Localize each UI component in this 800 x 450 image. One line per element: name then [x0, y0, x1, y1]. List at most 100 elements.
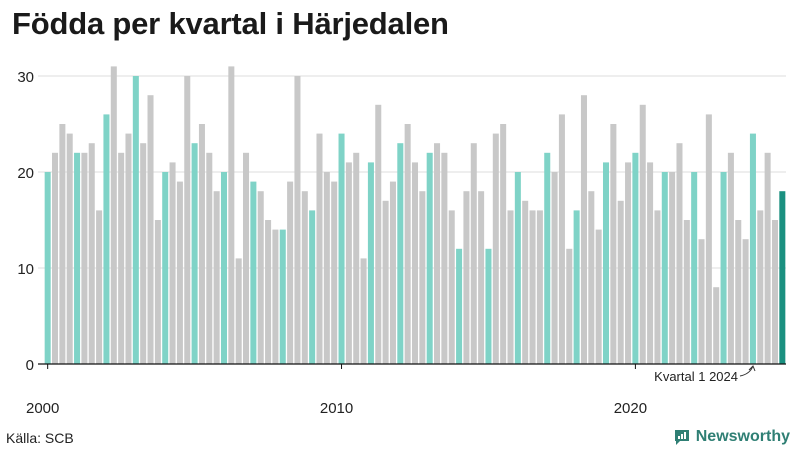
bar-2011-q2 [375, 104, 382, 365]
bar-2000-q3 [59, 124, 66, 364]
bar-2009-q3 [323, 172, 330, 364]
bar-2015-q1 [485, 248, 492, 364]
bar-2008-q1 [279, 229, 286, 364]
bar-2019-q2 [610, 124, 617, 364]
source-note: Källa: SCB [6, 430, 74, 446]
bar-2006-q3 [235, 258, 242, 364]
bar-2012-q2 [404, 124, 411, 364]
bar-2001-q3 [88, 143, 95, 364]
brand: Newsworthy [673, 428, 790, 446]
bar-2008-q2 [287, 181, 294, 364]
y-tick-label-0: 0 [26, 357, 34, 374]
bar-2007-q1 [250, 181, 257, 364]
bar-2001-q4 [96, 210, 103, 364]
bar-2014-q4 [478, 191, 485, 364]
bar-2023-q1 [720, 172, 727, 364]
bar-2016-q4 [536, 210, 543, 364]
bar-2013-q4 [448, 210, 455, 364]
bar-2002-q3 [118, 152, 125, 364]
bar-2017-q3 [558, 114, 565, 365]
y-tick-label-10: 10 [17, 261, 34, 278]
y-axis-ticks: 0 10 20 30 [17, 69, 34, 374]
bar-2002-q1 [103, 114, 110, 365]
bar-2025-q1 [779, 191, 786, 364]
bar-2024-q3 [764, 152, 771, 364]
bar-2009-q1 [309, 210, 316, 364]
bar-2000-q2 [52, 152, 59, 364]
bar-2003-q1 [132, 76, 139, 364]
bar-2022-q3 [705, 114, 712, 365]
bar-2010-q1 [338, 133, 345, 364]
bar-2023-q3 [735, 220, 742, 364]
bar-2015-q2 [492, 133, 499, 364]
bar-2007-q3 [265, 220, 272, 364]
x-tick-label-2020: 2020 [614, 400, 647, 417]
bar-2018-q4 [595, 229, 602, 364]
bar-2011-q1 [367, 162, 374, 364]
bar-2022-q1 [691, 172, 698, 364]
chart-title: Födda per kvartal i Härjedalen [12, 6, 449, 41]
y-tick-label-20: 20 [17, 165, 34, 182]
bar-2008-q3 [294, 76, 301, 364]
bar-2023-q2 [727, 152, 734, 364]
bar-2009-q2 [316, 133, 323, 364]
bar-2019-q3 [617, 200, 624, 364]
annotation-arrow [739, 365, 756, 377]
bar-2003-q4 [154, 220, 161, 364]
bar-2005-q2 [198, 124, 205, 364]
bar-2021-q3 [676, 143, 683, 364]
bar-2017-q4 [566, 248, 573, 364]
bar-2021-q2 [669, 172, 676, 364]
newsworthy-logo-icon [674, 430, 689, 445]
bar-2024-q2 [757, 210, 764, 364]
bar-2004-q1 [162, 172, 169, 364]
y-tick-label-30: 30 [17, 69, 34, 86]
bar-2000-q4 [66, 133, 73, 364]
x-tick-label-2000: 2000 [26, 400, 59, 417]
bar-2015-q3 [500, 124, 507, 364]
bar-2014-q1 [456, 248, 463, 364]
bar-2018-q1 [573, 210, 580, 364]
bar-2014-q2 [463, 191, 470, 364]
bar-2012-q4 [419, 191, 426, 364]
bar-2004-q3 [176, 181, 183, 364]
bar-2004-q4 [184, 76, 191, 364]
bar-2016-q2 [522, 200, 529, 364]
annotation-label: Kvartal 1 2024 [654, 369, 738, 384]
bar-2016-q1 [514, 172, 521, 364]
bar-2007-q4 [272, 229, 279, 364]
bar-2008-q4 [301, 191, 308, 364]
bar-2021-q4 [683, 220, 690, 364]
bar-2016-q3 [529, 210, 536, 364]
bar-2010-q3 [353, 152, 360, 364]
bar-2007-q2 [257, 191, 264, 364]
bar-2020-q2 [639, 104, 646, 365]
bar-2004-q2 [169, 162, 176, 364]
x-axis-ticks: 2000 2010 2020 [26, 364, 647, 417]
bar-2014-q3 [470, 143, 477, 364]
bar-2002-q4 [125, 133, 132, 364]
bar-2011-q4 [389, 181, 396, 364]
bar-2017-q1 [544, 152, 551, 364]
bar-2005-q3 [206, 152, 213, 364]
bar-2019-q4 [625, 162, 632, 364]
bar-2006-q4 [243, 152, 250, 364]
bar-2017-q2 [551, 172, 558, 364]
bar-2011-q3 [382, 200, 389, 364]
bar-2013-q3 [441, 152, 448, 364]
bar-2001-q1 [74, 152, 81, 364]
bar-2018-q3 [588, 191, 595, 364]
latest-annotation: Kvartal 1 2024 [654, 365, 756, 384]
bar-2010-q4 [360, 258, 367, 364]
bar-2019-q1 [602, 162, 610, 364]
bar-2001-q2 [81, 152, 88, 364]
bar-2018-q2 [580, 95, 587, 364]
bar-2010-q2 [345, 162, 352, 364]
bar-2005-q4 [213, 191, 220, 364]
bar-2003-q2 [140, 143, 147, 364]
bar-2012-q1 [397, 143, 404, 364]
bar-2020-q4 [654, 210, 661, 364]
bar-2022-q2 [698, 239, 705, 364]
bar-2023-q4 [742, 239, 749, 364]
